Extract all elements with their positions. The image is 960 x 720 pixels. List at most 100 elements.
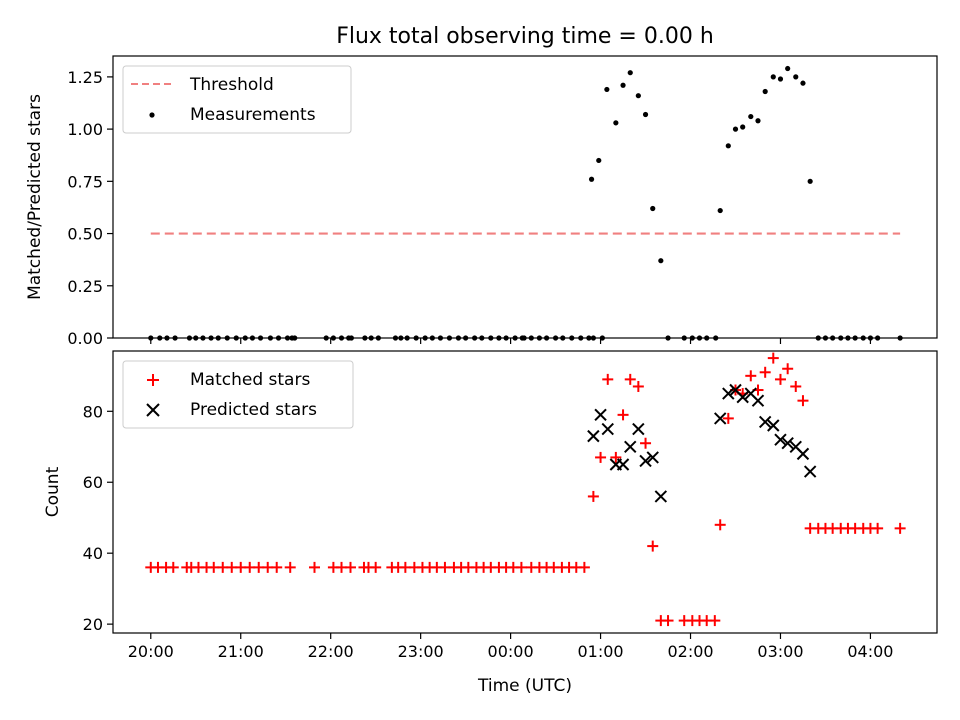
measurement-point [748,113,754,120]
measurement-point [642,111,649,118]
chart-title: Flux total observing time = 0.00 h [336,24,714,49]
top-panel-frame [112,55,938,339]
matched-star-point [624,373,636,385]
measurement-point [732,126,739,132]
measurement-point [596,157,602,164]
measurement-point [755,118,761,124]
matched-star-point [610,451,622,463]
top-ytick-label: 0.50 [67,225,103,244]
xtick-label: 03:00 [757,642,803,661]
top-panel-ylabel: Matched/Predicted stars [25,94,45,300]
matched-star-point [767,352,779,364]
matched-star-point [662,615,674,627]
measurement-point [777,76,784,82]
matched-star-point [745,370,757,382]
predicted-star-point [601,422,614,436]
measurement-point [800,80,806,86]
predicted-star-point [594,408,607,422]
measurement-point [725,143,731,149]
predicted-star-point [654,490,668,503]
bottom-ytick-label: 60 [83,473,103,492]
measurement-point [588,176,595,182]
matched-star-point [640,437,652,449]
measurement-point [740,124,746,130]
measurement-point [650,205,656,212]
predicted-star-point [736,390,749,404]
predicted-star-point [803,465,817,478]
matched-star-point [617,409,629,421]
matched-star-point [797,395,809,407]
predicted-star-point [751,394,765,407]
matched-star-point [602,373,614,385]
bottom-panel-frame [112,350,938,634]
bottom-panel: 20 40 60 80 20:00 21:00 22:00 23:00 00:00 01:00 0… [43,350,938,661]
xtick-label: 00:00 [488,642,534,661]
predicted-star-point [781,437,794,450]
top-panel-legend: Threshold Measurements [122,65,352,134]
predicted-star-point [646,451,659,464]
matched-star-point [709,615,721,627]
bottom-ytick-label: 40 [83,544,103,563]
matched-star-point [587,490,599,502]
matched-star-point [722,412,734,424]
predicted-star-point [632,422,645,436]
top-ytick-label: 0.00 [67,329,103,348]
matched-star-point [515,561,527,573]
xtick-label: 02:00 [667,642,713,661]
x-axis-label: Time (UTC) [477,676,572,696]
predicted-star-point [587,429,600,443]
legend-measurements-label: Measurements [190,105,316,125]
bottom-ytick-label: 20 [83,615,103,634]
predicted-star-point [796,447,810,461]
predicted-star-point [774,433,787,446]
predicted-star-point [616,458,630,471]
measurement-point [762,88,768,95]
measurement-point [658,258,664,264]
matched-star-point [782,363,794,375]
matched-star-point [894,522,906,534]
matched-star-point [284,561,296,573]
xtick-label: 23:00 [398,642,444,661]
matched-star-point [790,380,802,392]
predicted-star-point [624,440,637,453]
measurement-point [604,86,610,93]
matched-star-point [595,451,607,463]
measurement-point [613,120,619,126]
matched-star-point [344,561,356,573]
legend-matched-swatch [147,374,159,386]
predicted-star-point [722,387,735,400]
matched-star-point [647,540,659,552]
xtick-label: 22:00 [308,642,354,661]
legend-matched-label: Matched stars [190,370,310,390]
matched-star-point [759,366,771,378]
matched-star-point [774,373,786,385]
top-ytick-label: 1.25 [67,68,103,87]
top-panel: 0.00 0.25 0.50 0.75 1.00 1.25 Matched/Predict… [25,55,938,348]
matched-star-point [271,561,283,573]
predicted-star-point [758,415,772,429]
top-ytick-label: 1.00 [67,120,103,139]
measurement-point [627,70,633,76]
matched-star-point [872,522,884,534]
measurement-point [635,93,641,99]
measurement-point [785,65,791,72]
measurement-point [793,74,799,80]
measurement-point [770,74,776,80]
measurement-point [807,178,813,184]
matched-star-point [370,561,382,573]
matched-star-point [578,561,590,573]
legend-measurements-swatch [149,112,155,118]
measurement-point [717,207,723,214]
legend-threshold-label: Threshold [189,75,274,95]
top-ytick-label: 0.25 [67,277,103,296]
predicted-star-point [639,454,652,468]
legend-predicted-label: Predicted stars [190,400,317,420]
matched-star-point [309,561,321,573]
predicted-star-point [767,419,780,432]
measurement-point [620,82,626,88]
matched-star-point [714,519,726,531]
top-ytick-label: 0.75 [67,172,103,191]
predicted-star-point [713,412,727,425]
xtick-label: 20:00 [128,642,174,661]
